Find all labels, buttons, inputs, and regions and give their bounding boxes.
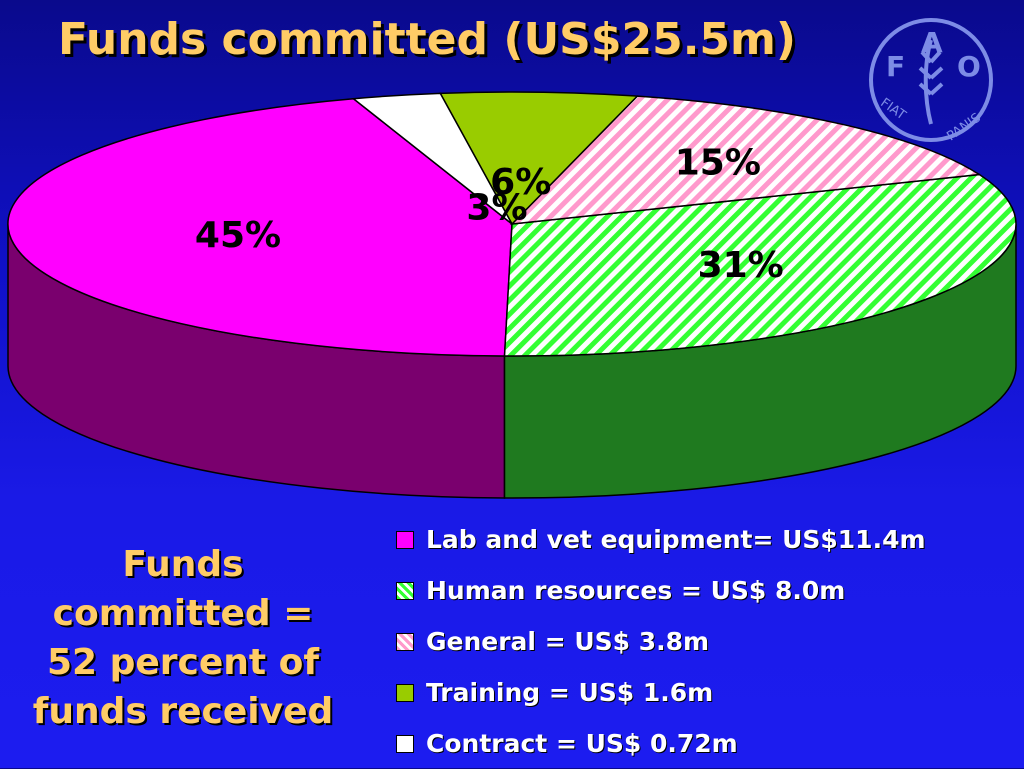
pie-label-general: 15%	[675, 142, 761, 183]
legend-label: Contract = US$ 0.72m	[426, 729, 738, 758]
legend-label: Human resources = US$ 8.0m	[426, 576, 846, 605]
pie-chart: 45% 31% 15% 6%3%	[7, 91, 1017, 499]
legend-item-contract: Contract = US$ 0.72m	[396, 718, 926, 769]
legend-label: Lab and vet equipment= US$11.4m	[426, 525, 926, 554]
legend-item-training: Training = US$ 1.6m	[396, 667, 926, 718]
pie-label-training: 6%	[490, 162, 551, 203]
logo-letter-f: F	[886, 50, 905, 83]
legend-swatch	[396, 734, 414, 753]
pie-slice-general	[510, 95, 982, 225]
legend-item-lab-equipment: Lab and vet equipment= US$11.4m	[396, 514, 926, 565]
chart-legend: Lab and vet equipment= US$11.4m Human re…	[396, 514, 926, 769]
pie-label-lab-equipment: 45%	[195, 215, 281, 256]
logo-letter-a: A	[921, 26, 943, 59]
pie-label-contract: 3%	[466, 187, 527, 228]
pie-slice-contract	[351, 92, 513, 225]
legend-swatch	[396, 683, 414, 702]
summary-line: committed =	[52, 593, 314, 634]
logo-letter-o: O	[957, 50, 981, 83]
pie-label-human-resources: 31%	[698, 245, 784, 286]
pie-slice-lab-equipment	[7, 97, 513, 357]
summary-line: Funds	[122, 544, 244, 585]
pie-slice-human-resources	[503, 173, 1017, 357]
pie-slice-training	[439, 91, 639, 226]
fao-logo-icon: F A O FIAT PANIS	[869, 18, 993, 142]
legend-item-human-resources: Human resources = US$ 8.0m	[396, 565, 926, 616]
legend-swatch	[396, 632, 414, 651]
legend-item-general: General = US$ 3.8m	[396, 616, 926, 667]
chart-title: Funds committed (US$25.5m)	[58, 14, 796, 65]
legend-swatch	[396, 581, 414, 600]
legend-swatch	[396, 530, 414, 549]
legend-label: General = US$ 3.8m	[426, 627, 710, 656]
legend-label: Training = US$ 1.6m	[426, 678, 714, 707]
summary-line: 52 percent of	[46, 642, 320, 683]
summary-line: funds received	[32, 691, 334, 732]
funds-summary-text: Funds committed = 52 percent of funds re…	[8, 540, 358, 736]
